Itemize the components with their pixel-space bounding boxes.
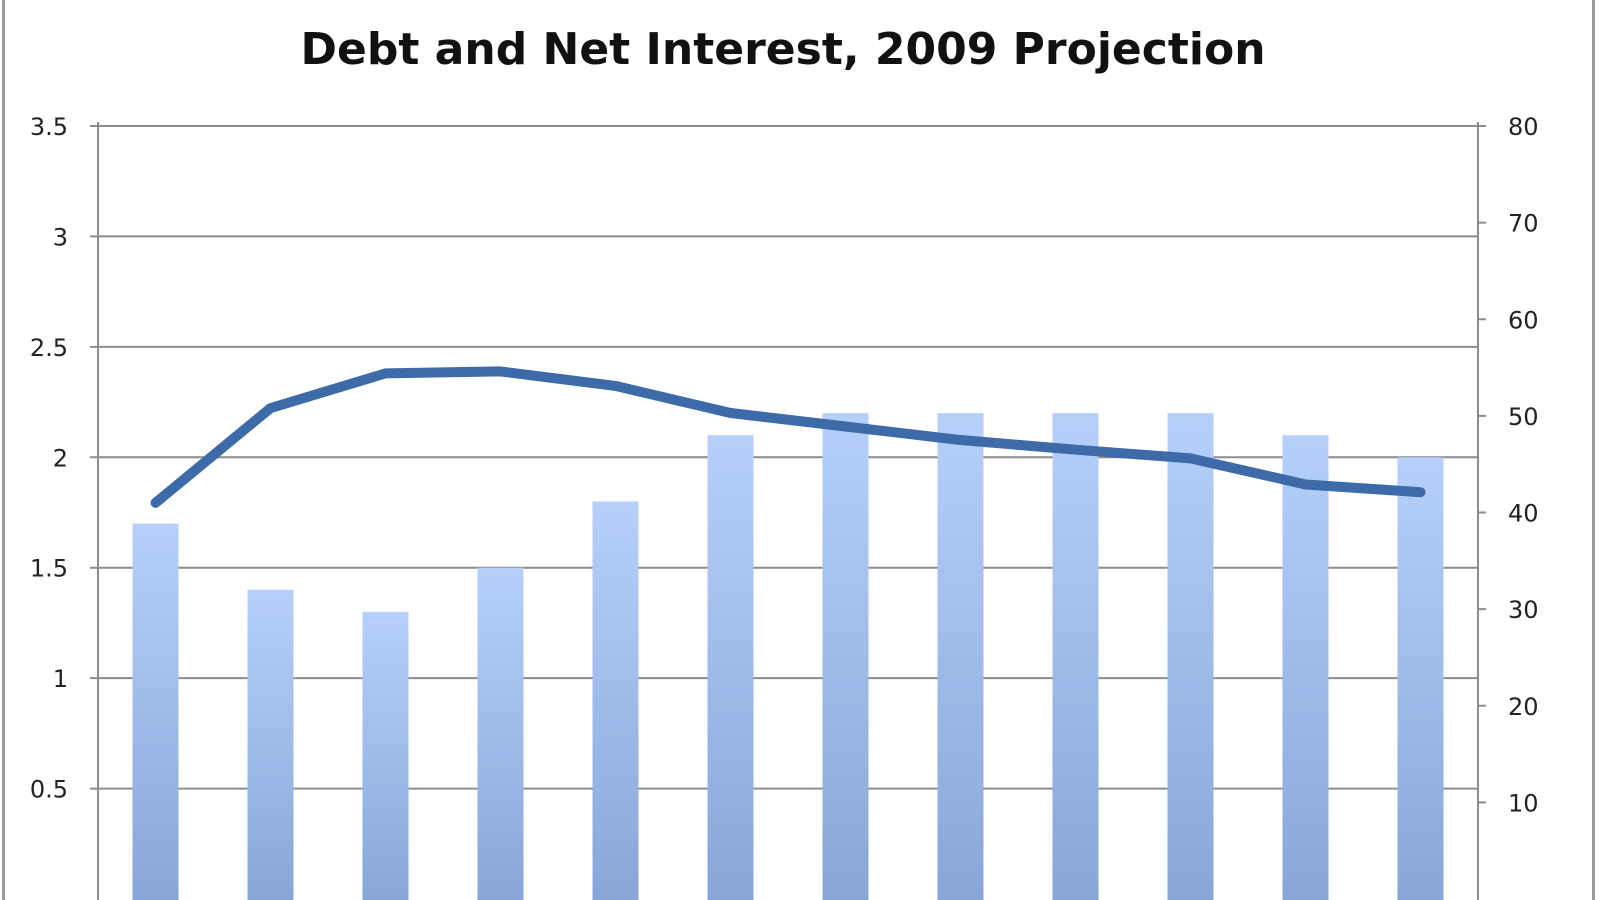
- bar: [707, 435, 754, 900]
- bar: [477, 567, 524, 900]
- left-tick-label: 3: [53, 223, 68, 251]
- right-tick-label: 40: [1508, 500, 1539, 528]
- right-tick-label: 60: [1508, 306, 1539, 334]
- chart-title: Debt and Net Interest, 2009 Projection: [300, 24, 1265, 75]
- bar: [1397, 457, 1444, 900]
- bar: [132, 523, 179, 900]
- bar: [1167, 413, 1214, 900]
- bar: [937, 413, 984, 900]
- bar: [247, 589, 294, 900]
- right-tick-label: 30: [1508, 596, 1539, 624]
- bar: [822, 413, 869, 900]
- left-tick-label: 1: [53, 665, 68, 693]
- bar: [1052, 413, 1099, 900]
- bar: [592, 501, 639, 900]
- right-tick-label: 10: [1508, 789, 1539, 817]
- right-tick-label: 50: [1508, 403, 1539, 431]
- left-tick-label: 2: [53, 444, 68, 472]
- right-tick-label: 20: [1508, 693, 1539, 721]
- right-tick-label: 80: [1508, 113, 1539, 141]
- bar: [362, 611, 409, 900]
- left-tick-label: 0.5: [30, 776, 68, 804]
- left-tick-label: 1.5: [30, 555, 68, 583]
- left-tick-label: 2.5: [30, 334, 68, 362]
- left-tick-label: 3.5: [30, 113, 68, 141]
- bar: [1282, 435, 1329, 900]
- debt-line: [150, 366, 1426, 508]
- right-tick-label: 70: [1508, 210, 1539, 238]
